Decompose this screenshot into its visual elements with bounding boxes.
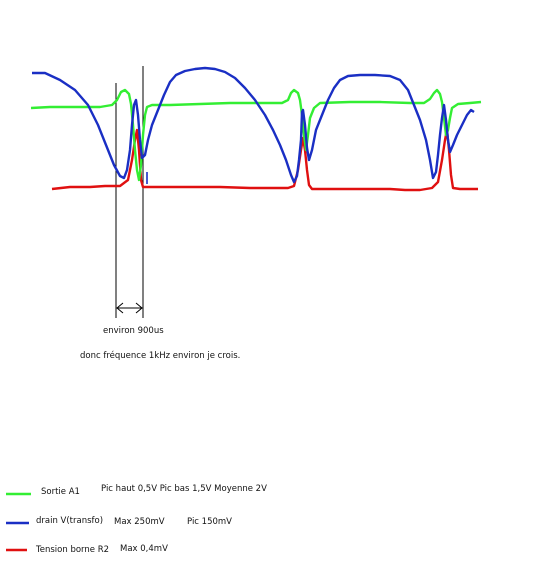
legend: Sortie A1 Pic haut 0,5V Pic bas 1,5V Moy… [6,484,267,555]
legend-note-drain-max: Max 250mV [114,517,165,527]
legend-label-drain: drain V(transfo) [36,516,103,526]
legend-note-sortie-a1: Pic haut 0,5V Pic bas 1,5V Moyenne 2V [101,484,267,494]
frequency-label: donc fréquence 1kHz environ je crois. [80,350,240,361]
legend-label-sortie-a1: Sortie A1 [41,487,80,497]
legend-note-r2: Max 0,4mV [120,544,168,554]
period-double-arrow [116,302,143,314]
duration-label: environ 900us [103,326,164,336]
legend-note-drain-pic: Pic 150mV [187,517,232,527]
trace-drain-v-transfo [32,66,475,184]
legend-label-r2: Tension borne R2 [35,545,109,555]
trace-sortie-a1 [30,88,482,182]
